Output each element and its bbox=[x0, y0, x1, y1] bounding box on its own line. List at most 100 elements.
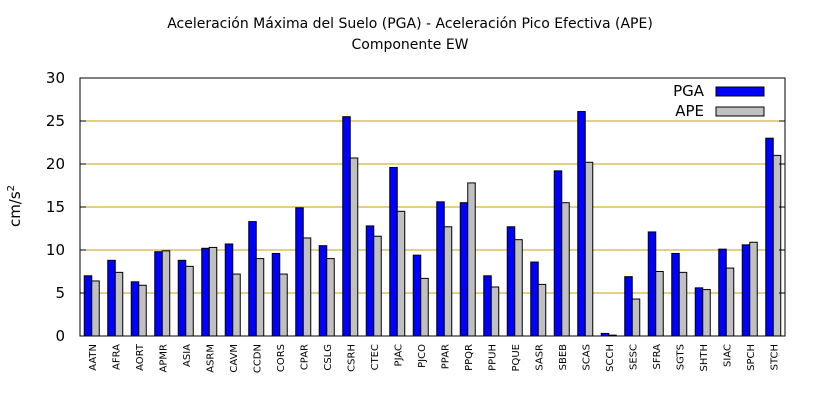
bar-pga-afra bbox=[107, 259, 116, 337]
bar-ape-sfra bbox=[655, 271, 664, 337]
x-tick-label: SIAC bbox=[722, 344, 733, 367]
bar-pga-ccdn bbox=[248, 221, 257, 337]
bar-pga-sgts bbox=[671, 252, 680, 337]
y-tick-label: 0 bbox=[55, 327, 65, 345]
legend-label: APE bbox=[675, 102, 704, 120]
bar-pga-scas bbox=[577, 111, 586, 337]
bar-pga-spch bbox=[741, 244, 751, 337]
x-tick-label: APMR bbox=[158, 344, 169, 372]
x-tick-label: PPQR bbox=[464, 344, 475, 371]
bar-ape-pjac bbox=[396, 210, 406, 337]
bar-pga-shth bbox=[694, 287, 704, 337]
x-tick-label: SESC bbox=[628, 344, 639, 370]
bar-ape-ppqr bbox=[467, 182, 476, 337]
x-tick-label: CAVM bbox=[229, 344, 240, 373]
bar-pga-csrh bbox=[342, 116, 351, 337]
bar-ape-ppuh bbox=[490, 286, 500, 337]
bar-ape-aatn bbox=[91, 280, 100, 337]
x-tick-label: PQUE bbox=[511, 344, 522, 372]
x-tick-label: SFRA bbox=[652, 344, 663, 370]
bar-pga-aort bbox=[130, 281, 140, 337]
bar-pga-ppuh bbox=[483, 275, 492, 337]
bar-ape-spch bbox=[749, 241, 758, 337]
y-tick-label: 10 bbox=[46, 241, 65, 259]
bar-ape-ppar bbox=[443, 226, 453, 337]
bar-ape-cslg bbox=[326, 258, 335, 337]
bar-ape-asia bbox=[185, 265, 194, 337]
bar-pga-asrm bbox=[201, 247, 210, 337]
bar-pga-stch bbox=[765, 137, 774, 337]
x-tick-label: SPCH bbox=[746, 344, 757, 371]
x-tick-label: CORS bbox=[276, 344, 287, 372]
grid-lines bbox=[80, 120, 785, 294]
bar-pga-ctec bbox=[365, 225, 375, 337]
bar-pga-ppqr bbox=[459, 202, 469, 337]
bar-ape-shth bbox=[702, 289, 711, 337]
bar-ape-siac bbox=[725, 267, 735, 337]
bar-pga-asia bbox=[177, 259, 187, 337]
x-tick-label: ASIA bbox=[182, 344, 193, 367]
bar-ape-apmr bbox=[161, 250, 171, 337]
y-axis-label: cm/s2 bbox=[6, 185, 24, 227]
bar-pga-apmr bbox=[154, 251, 163, 337]
bar-ape-asrm bbox=[208, 246, 218, 337]
bar-pga-sfra bbox=[647, 231, 657, 337]
bar-pga-pque bbox=[506, 226, 516, 337]
x-tick-label: PJAC bbox=[393, 344, 404, 366]
y-tick-label: 20 bbox=[46, 155, 65, 173]
bar-pga-sbeb bbox=[553, 170, 563, 337]
bar-pga-cavm bbox=[224, 243, 234, 337]
bar-ape-cavm bbox=[232, 273, 241, 337]
x-tick-label: CCDN bbox=[252, 344, 263, 373]
bar-pga-cpar bbox=[295, 207, 304, 337]
y-tick-label: 5 bbox=[55, 284, 65, 302]
bars bbox=[83, 111, 782, 337]
bar-pga-cslg bbox=[318, 245, 328, 337]
x-tick-label: PPAR bbox=[440, 344, 451, 369]
y-axis-ticks: 0 5 10 15 20 25 30 bbox=[46, 69, 785, 345]
bar-ape-sasr bbox=[537, 283, 547, 337]
x-tick-label: CSLG bbox=[323, 344, 334, 371]
y-tick-label: 25 bbox=[46, 112, 65, 130]
y-tick-label: 15 bbox=[46, 198, 65, 216]
bar-ape-scas bbox=[584, 161, 594, 337]
x-tick-label: SCCH bbox=[605, 344, 616, 372]
bar-pga-ppar bbox=[436, 201, 445, 337]
bar-ape-afra bbox=[114, 271, 124, 337]
x-tick-label: SCAS bbox=[581, 344, 592, 371]
x-axis-ticks: AATN AFRA AORT APMR ASIA ASRM CAVM CCDN CORS CPAR… bbox=[88, 343, 781, 373]
bar-ape-aort bbox=[138, 284, 147, 337]
x-tick-label: SGTS bbox=[675, 344, 686, 370]
x-tick-label: SBEB bbox=[558, 344, 569, 371]
bar-pga-sasr bbox=[530, 261, 539, 337]
chart-subtitle: Componente EW bbox=[351, 37, 469, 53]
bar-ape-sbeb bbox=[561, 202, 570, 337]
bar-ape-pjco bbox=[420, 277, 429, 337]
bar-pga-pjac bbox=[389, 166, 398, 337]
x-tick-label: STCH bbox=[769, 344, 780, 370]
bar-ape-csrh bbox=[349, 157, 359, 337]
x-tick-label: SASR bbox=[534, 344, 545, 371]
legend: PGA APE bbox=[673, 82, 765, 120]
bar-ape-stch bbox=[772, 154, 782, 337]
x-tick-label: CSRH bbox=[346, 344, 357, 372]
x-tick-label: AFRA bbox=[111, 344, 122, 370]
bar-ape-cpar bbox=[302, 237, 312, 337]
legend-swatch bbox=[715, 86, 765, 97]
legend-label: PGA bbox=[673, 82, 705, 100]
bar-ape-sgts bbox=[678, 271, 688, 337]
bar-ape-ctec bbox=[373, 235, 382, 337]
x-tick-label: AORT bbox=[135, 343, 146, 371]
x-tick-label: PJCO bbox=[417, 344, 428, 368]
bar-ape-pque bbox=[514, 239, 523, 337]
x-tick-label: SHTH bbox=[699, 344, 710, 372]
bar-ape-cors bbox=[279, 273, 288, 337]
bar-ape-sesc bbox=[631, 298, 641, 337]
chart-title: Aceleración Máxima del Suelo (PGA) - Ace… bbox=[167, 16, 653, 32]
legend-swatch bbox=[715, 106, 765, 117]
x-tick-label: AATN bbox=[88, 344, 99, 371]
bar-ape-ccdn bbox=[255, 258, 265, 337]
bar-pga-sesc bbox=[624, 276, 633, 337]
x-tick-label: ASRM bbox=[205, 344, 216, 373]
